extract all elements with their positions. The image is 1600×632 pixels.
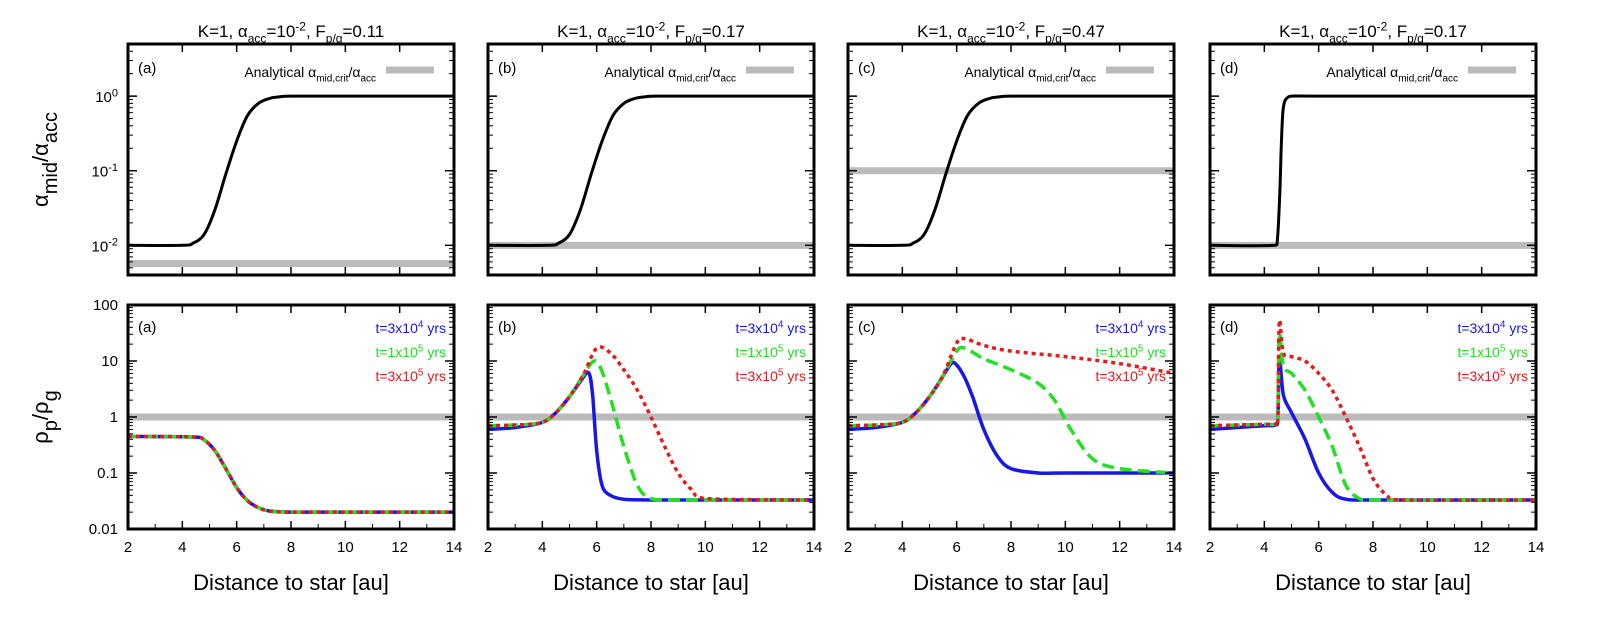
- xtick-label: 2: [484, 539, 492, 556]
- xtick-label: 6: [592, 539, 600, 556]
- panel-tag: (a): [138, 319, 156, 336]
- legend-entry: t=1x105 yrs: [375, 344, 446, 360]
- xtick-label: 12: [1473, 539, 1490, 556]
- legend-entry: t=3x104 yrs: [1457, 320, 1528, 336]
- alpha-mid-curve: [848, 94, 1174, 247]
- xtick-label: 4: [178, 539, 186, 556]
- xtick-label: 12: [391, 539, 408, 556]
- analytical-legend-label: Analytical αmid,crit/αacc: [964, 64, 1096, 85]
- bottom-plot: 2 4 6 8 10 12 14 Distance to star [au] (b) t=3x10…: [484, 303, 823, 595]
- bottom-y-axis-label: ρp/ρg: [28, 390, 62, 443]
- alpha-mid-curve: [488, 94, 814, 247]
- panel-tag: (d): [1220, 60, 1238, 77]
- xtick-label: 14: [1528, 539, 1545, 556]
- legend-entry: t=3x104 yrs: [1095, 320, 1166, 336]
- series-t3-line: [1210, 318, 1536, 503]
- xtick-label: 10: [697, 539, 714, 556]
- top-plot: (b) Analytical αmid,crit/αacc: [486, 42, 816, 277]
- xtick-label: 8: [287, 539, 295, 556]
- legend-entry: t=3x105 yrs: [1095, 368, 1166, 384]
- bottom-plot: 2 4 6 8 10 12 14 Distance to star [au] (c) t=3x10…: [844, 303, 1183, 595]
- legend-entry: t=3x105 yrs: [1457, 368, 1528, 384]
- xtick-label: 8: [647, 539, 655, 556]
- xtick-label: 8: [1007, 539, 1015, 556]
- panel-tag: (c): [858, 60, 876, 77]
- top-ytick-label: 10-1: [92, 162, 118, 181]
- series-t3-line: [848, 336, 1174, 428]
- bottom-ytick-label: 10: [101, 353, 118, 370]
- panel-d: K=1, αacc=10-2, Fp/g=0.17 (d) Analytical α…: [1206, 20, 1545, 596]
- series-t2-line: [128, 434, 454, 514]
- xtick-label: 10: [1419, 539, 1436, 556]
- panel-c: K=1, αacc=10-2, Fp/g=0.47 (c) Analytical α…: [844, 20, 1183, 596]
- xtick-label: 4: [898, 539, 906, 556]
- bottom-plot: 0.01 0.1 1 10 100 2 4 6 8 10 12 14 Distance to star …: [89, 297, 463, 595]
- legend-entry: t=3x104 yrs: [375, 320, 446, 336]
- bottom-ytick-label: 0.01: [89, 521, 118, 538]
- alpha-mid-curve: [1210, 94, 1536, 248]
- x-axis-label: Distance to star [au]: [553, 570, 749, 595]
- series-t2-line: [1210, 331, 1536, 502]
- top-y-axis-label: αmid/αacc: [28, 112, 62, 207]
- xtick-label: 2: [1206, 539, 1214, 556]
- legend-entry: t=1x105 yrs: [1457, 344, 1528, 360]
- xtick-label: 14: [446, 539, 463, 556]
- xtick-label: 4: [538, 539, 546, 556]
- panel-tag: (d): [1220, 319, 1238, 336]
- xtick-label: 4: [1260, 539, 1268, 556]
- legend-entry: t=1x105 yrs: [735, 344, 806, 360]
- series-t2-line: [848, 345, 1174, 475]
- bottom-ytick-label: 0.1: [97, 465, 118, 482]
- panel-title: K=1, αacc=10-2, Fp/g=0.47: [917, 20, 1105, 46]
- alpha-mid-curve: [128, 94, 454, 247]
- panel-b: K=1, αacc=10-2, Fp/g=0.17 (b) Analytical α…: [484, 20, 823, 596]
- bottom-ytick-label: 1: [110, 409, 118, 426]
- series-t3-line: [488, 345, 814, 502]
- panel-tag: (b): [498, 319, 516, 336]
- series-t3-line: [128, 434, 454, 514]
- xtick-label: 14: [806, 539, 823, 556]
- xtick-label: 2: [844, 539, 852, 556]
- analytical-legend-label: Analytical αmid,crit/αacc: [604, 64, 736, 85]
- xtick-label: 12: [1111, 539, 1128, 556]
- xtick-label: 2: [124, 539, 132, 556]
- panel-title: K=1, αacc=10-2, Fp/g=0.17: [557, 20, 745, 46]
- xtick-label: 12: [751, 539, 768, 556]
- xtick-label: 6: [952, 539, 960, 556]
- top-plot: (d) Analytical αmid,crit/αacc: [1208, 42, 1538, 277]
- xtick-label: 14: [1166, 539, 1183, 556]
- panel-tag: (a): [138, 60, 156, 77]
- x-axis-label: Distance to star [au]: [193, 570, 389, 595]
- top-ytick-label: 10-2: [92, 237, 118, 256]
- analytical-legend-label: Analytical αmid,crit/αacc: [1326, 64, 1458, 85]
- x-axis-label: Distance to star [au]: [1275, 570, 1471, 595]
- panel-title: K=1, αacc=10-2, Fp/g=0.17: [1279, 20, 1467, 46]
- top-ytick-label: 100: [95, 87, 118, 106]
- series-t2-line: [488, 359, 814, 502]
- xtick-label: 10: [1057, 539, 1074, 556]
- legend-entry: t=3x104 yrs: [735, 320, 806, 336]
- legend-entry: t=1x105 yrs: [1095, 344, 1166, 360]
- panel-title: K=1, αacc=10-2, Fp/g=0.11: [198, 20, 385, 46]
- analytical-legend-label: Analytical αmid,crit/αacc: [244, 64, 376, 85]
- panel-tag: (b): [498, 60, 516, 77]
- panel-tag: (c): [858, 319, 876, 336]
- xtick-label: 8: [1369, 539, 1377, 556]
- x-axis-label: Distance to star [au]: [913, 570, 1109, 595]
- series-t1-line: [488, 370, 814, 502]
- legend-entry: t=3x105 yrs: [375, 368, 446, 384]
- xtick-label: 10: [337, 539, 354, 556]
- bottom-ytick-label: 100: [93, 297, 118, 314]
- top-plot: 10-2 10-1 100 (a) Analytical αmid,crit/αacc: [92, 42, 456, 277]
- legend-entry: t=3x105 yrs: [735, 368, 806, 384]
- bottom-plot: 2 4 6 8 10 12 14 Distance to star [au] (d) t=3x10…: [1206, 303, 1545, 595]
- top-plot: (c) Analytical αmid,crit/αacc: [846, 42, 1176, 277]
- xtick-label: 6: [232, 539, 240, 556]
- series-t1-line: [128, 434, 454, 514]
- panel-a: K=1, αacc=10-2, Fp/g=0.11 10-2 10-1 100 (a) A…: [89, 20, 463, 596]
- xtick-label: 6: [1314, 539, 1322, 556]
